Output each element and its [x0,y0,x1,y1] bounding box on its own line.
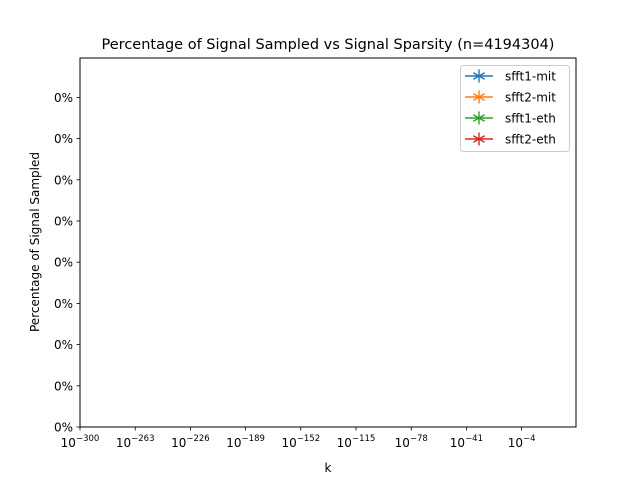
legend-entry: sfft1-eth [465,111,556,126]
legend-label: sfft2-mit [505,91,556,105]
legend-label: sfft1-eth [505,112,556,126]
y-tick-label: 0% [54,297,73,311]
y-tick-label: 0% [54,338,73,352]
x-tick-label: 10−226 [171,434,210,450]
y-axis-label: Percentage of Signal Sampled [28,152,42,332]
legend-entry: sfft1-mit [465,69,556,84]
x-axis-label: k [325,461,332,475]
legend-star-marker [473,90,485,104]
x-tick-label: 10−115 [337,434,376,450]
y-tick-label: 0% [54,379,73,393]
legend-entry: sfft2-eth [465,132,556,147]
x-tick-label: 10−41 [450,434,483,450]
x-tick-label: 10−4 [508,434,536,450]
y-tick-label: 0% [54,215,73,229]
x-tick-label: 10−78 [395,434,428,450]
legend-star-marker [473,69,485,83]
y-axis: 0% 0% 0% 0% 0% 0% 0% 0% 0% [54,91,80,435]
x-tick-label: 10−300 [61,434,100,450]
legend-star-marker [473,111,485,125]
y-tick-label: 0% [54,91,73,105]
legend-box [460,65,570,152]
x-tick-label: 10−263 [116,434,155,450]
legend-entry: sfft2-mit [465,90,556,105]
x-axis: 10−300 10−263 10−226 10−189 10−152 10−115 10−7… [61,427,536,450]
chart-title: Percentage of Signal Sampled vs Signal S… [102,37,555,53]
y-tick-label: 0% [54,421,73,435]
y-tick-label: 0% [54,132,73,146]
y-tick-label: 0% [54,173,73,187]
x-tick-label: 10−152 [281,434,320,450]
legend-star-marker [473,132,485,146]
legend-label: sfft2-eth [505,133,556,147]
legend: sfft1-mit sfft2-mit sfft1-eth sfft2-eth [460,65,570,152]
legend-label: sfft1-mit [505,70,556,84]
x-tick-label: 10−189 [226,434,265,450]
y-tick-label: 0% [54,256,73,270]
